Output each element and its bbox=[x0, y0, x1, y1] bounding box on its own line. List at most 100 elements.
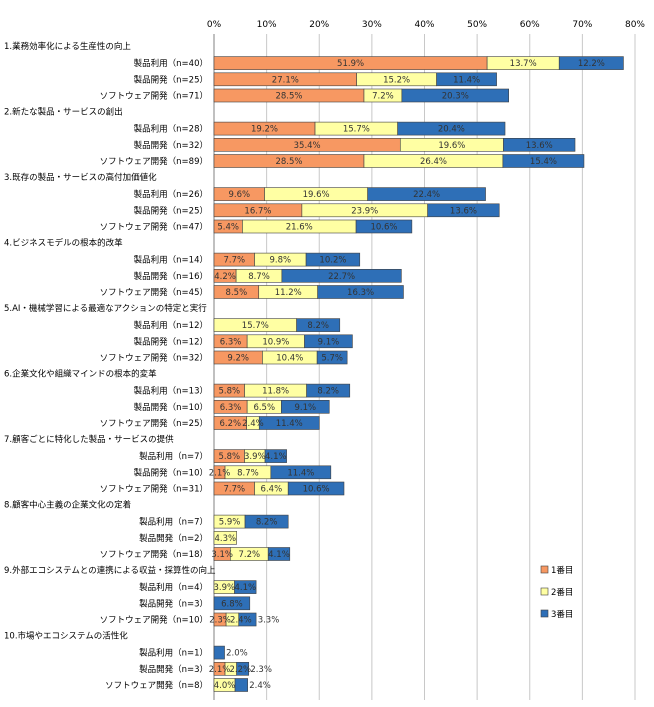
bar-segment bbox=[238, 612, 257, 627]
x-tick-label: 30% bbox=[362, 20, 382, 30]
data-label: 2.1% bbox=[209, 665, 231, 675]
data-label: 12.2% bbox=[578, 59, 605, 69]
data-label: 9.8% bbox=[270, 256, 292, 266]
bar-segment bbox=[213, 645, 225, 660]
data-label: 6.3% bbox=[220, 403, 242, 413]
legend-swatch bbox=[540, 587, 549, 596]
x-tick-label: 50% bbox=[467, 20, 487, 30]
bar-segment bbox=[316, 350, 348, 365]
group-label: 1.業務効率化による生産性の向上 bbox=[4, 41, 131, 52]
row-label: 製品利用（n=4） bbox=[139, 582, 208, 593]
bar-segment bbox=[236, 661, 250, 676]
row-label: ソフトウェア開発（n=71） bbox=[100, 91, 208, 102]
bar-segment bbox=[264, 449, 287, 463]
data-label: 19.2% bbox=[251, 125, 278, 135]
row-label: ソフトウェア開発（n=47） bbox=[100, 222, 208, 233]
data-label: 2.1% bbox=[209, 468, 231, 478]
data-label: 2.4% bbox=[230, 616, 252, 626]
x-tick-label: 0% bbox=[207, 20, 222, 30]
x-tick-label: 40% bbox=[414, 20, 434, 30]
data-label: 10.2% bbox=[319, 256, 346, 266]
data-label: 9.6% bbox=[228, 190, 250, 200]
row-label: ソフトウェア開発（n=8） bbox=[105, 680, 208, 691]
bars bbox=[213, 56, 624, 692]
bar-segment bbox=[502, 154, 585, 168]
data-label: 15.7% bbox=[242, 321, 269, 331]
bar-segment bbox=[305, 252, 361, 267]
bar-segment bbox=[287, 481, 345, 496]
row-label: 製品利用（n=12） bbox=[134, 320, 208, 331]
group-label: 8.顧客中心主義の企業文化の定着 bbox=[4, 500, 131, 511]
data-label: 5.8% bbox=[218, 452, 240, 462]
group-label: 5.AI・機械学習による最適なアクションの特定と実行 bbox=[4, 303, 207, 314]
bar-segment bbox=[234, 580, 257, 594]
row-label: 製品開発（n=10） bbox=[134, 467, 208, 478]
data-label: 28.5% bbox=[275, 92, 302, 102]
row-label: ソフトウェア開発（n=89） bbox=[100, 156, 208, 167]
row-label: ソフトウェア開発（n=18） bbox=[100, 549, 208, 560]
legend-label: 3番目 bbox=[551, 609, 573, 620]
data-label: 22.4% bbox=[413, 190, 440, 200]
data-label: 8.2% bbox=[307, 321, 329, 331]
data-label: 8.5% bbox=[226, 288, 248, 298]
data-label: 2.2% bbox=[230, 665, 252, 675]
data-label: 8.7% bbox=[248, 272, 270, 282]
data-label: 16.3% bbox=[347, 288, 374, 298]
data-label: 6.8% bbox=[221, 599, 243, 609]
data-label: 19.6% bbox=[438, 141, 465, 151]
bar-segment bbox=[401, 88, 509, 103]
row-label: 製品利用（n=7） bbox=[139, 517, 208, 528]
group-label: 3.既存の製品・サービスの高付加価値化 bbox=[4, 172, 157, 183]
data-label: 2.0% bbox=[226, 649, 248, 659]
data-label: 9.2% bbox=[227, 354, 249, 364]
bar-segment bbox=[317, 285, 404, 299]
group-label: 4.ビジネスモデルの根本的改革 bbox=[4, 238, 123, 249]
row-label: 製品開発（n=25） bbox=[134, 74, 208, 85]
row-label: 製品開発（n=2） bbox=[139, 533, 208, 544]
group-label: 7.顧客ごとに特化した製品・サービスの提供 bbox=[4, 434, 174, 445]
row-label: ソフトウェア開発（n=31） bbox=[100, 484, 208, 495]
data-label: 16.7% bbox=[244, 206, 271, 216]
data-label: 20.4% bbox=[438, 125, 465, 135]
data-label: 23.9% bbox=[351, 206, 378, 216]
row-label: 製品利用（n=1） bbox=[139, 648, 208, 659]
bar-segment bbox=[244, 514, 289, 529]
group-label: 9.外部エコシステムとの連携による収益・採算性の向上 bbox=[4, 565, 216, 576]
x-tick-label: 60% bbox=[520, 20, 540, 30]
data-label: 11.4% bbox=[287, 468, 314, 478]
data-label: 10.4% bbox=[276, 354, 303, 364]
x-tick-label: 20% bbox=[309, 20, 329, 30]
data-label: 7.7% bbox=[223, 485, 245, 495]
bar-segment bbox=[234, 678, 248, 692]
group-label: 6.企業文化や組織マインドの根本的変革 bbox=[4, 369, 157, 380]
row-label: 製品開発（n=3） bbox=[139, 664, 208, 675]
group-label: 10.市場やエコシステムの活性化 bbox=[4, 631, 128, 642]
bar-segment bbox=[281, 399, 330, 414]
data-label: 2.4% bbox=[242, 419, 264, 429]
data-label: 11.4% bbox=[453, 75, 480, 85]
row-label: 製品利用（n=28） bbox=[134, 124, 208, 135]
data-label: 3.3% bbox=[258, 616, 280, 626]
data-label: 20.3% bbox=[442, 92, 469, 102]
data-label: 28.5% bbox=[275, 157, 302, 167]
data-label: 6.2% bbox=[220, 419, 242, 429]
data-label: 5.4% bbox=[217, 223, 239, 233]
x-tick-label: 10% bbox=[257, 20, 277, 30]
data-label: 13.7% bbox=[510, 59, 537, 69]
data-label: 21.6% bbox=[286, 223, 313, 233]
data-label: 13.6% bbox=[450, 206, 477, 216]
data-label: 51.9% bbox=[337, 59, 364, 69]
data-label: 4.2% bbox=[214, 272, 236, 282]
data-label: 8.7% bbox=[237, 468, 259, 478]
data-label: 9.1% bbox=[318, 337, 340, 347]
row-label: ソフトウェア開発（n=45） bbox=[100, 287, 208, 298]
data-label: 11.8% bbox=[262, 387, 289, 397]
row-label: ソフトウェア開発（n=25） bbox=[100, 418, 208, 429]
data-label: 7.2% bbox=[372, 92, 394, 102]
legend-swatch bbox=[540, 609, 549, 618]
legend-label: 2番目 bbox=[551, 587, 573, 598]
row-label: 製品利用（n=14） bbox=[134, 255, 208, 266]
data-label: 5.8% bbox=[218, 387, 240, 397]
data-label: 3.1% bbox=[211, 550, 233, 560]
